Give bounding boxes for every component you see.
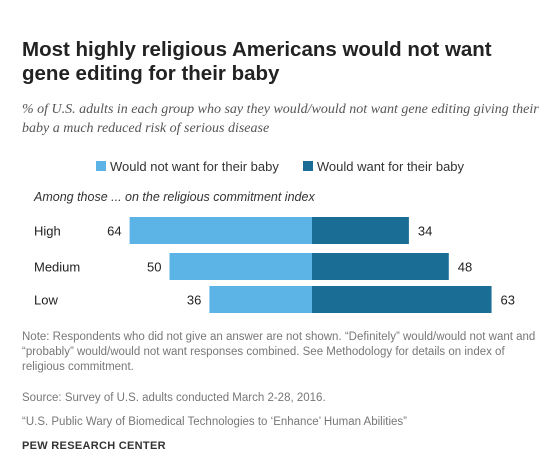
legend-label-would: Would want for their baby: [316, 158, 465, 174]
report-title: “U.S. Public Wary of Biomedical Technolo…: [22, 416, 408, 428]
bar-chart: High 64 34 Medium 50 48 Low 36 63: [34, 217, 515, 313]
legend-swatch-would: [302, 161, 313, 171]
chart-subtitle: % of U.S. adults in each group who say t…: [22, 102, 539, 136]
chart-title: Most highly religious Americans would no…: [22, 38, 492, 85]
legend-item-would-not: Would not want for their baby: [96, 159, 279, 174]
brand-name: PEW RESEARCH CENTER: [22, 440, 166, 452]
bar-would-low: [312, 286, 492, 313]
bar-would-medium: [312, 253, 449, 280]
value-label-would-not-low: 36: [187, 293, 201, 308]
legend-item-would: Would want for their baby: [302, 158, 465, 174]
legend-swatch-would-not: [96, 161, 106, 171]
chart-notes: Note: Respondents who did not give an an…: [22, 331, 536, 373]
bar-would-not-high: [129, 217, 312, 244]
category-label-low: Low: [34, 293, 58, 308]
bar-would-not-low: [209, 286, 312, 313]
value-label-would-medium: 48: [458, 260, 472, 275]
bar-would-high: [312, 217, 409, 244]
chart-source: Source: Survey of U.S. adults conducted …: [22, 392, 326, 404]
bar-would-not-medium: [169, 253, 312, 280]
value-label-would-not-high: 64: [107, 224, 121, 239]
value-label-would-low: 63: [501, 293, 515, 308]
section-label: Among those ... on the religious commitm…: [34, 190, 315, 204]
legend: Would not want for their baby Would want…: [96, 157, 488, 175]
value-label-would-not-medium: 50: [147, 260, 161, 275]
value-label-would-high: 34: [418, 224, 432, 239]
category-label-high: High: [34, 224, 61, 239]
category-label-medium: Medium: [34, 260, 80, 275]
legend-label-would-not: Would not want for their baby: [110, 158, 279, 174]
